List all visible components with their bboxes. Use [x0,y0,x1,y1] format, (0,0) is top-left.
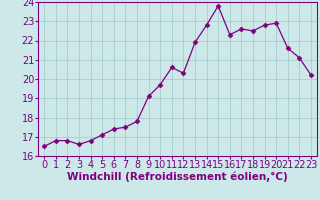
X-axis label: Windchill (Refroidissement éolien,°C): Windchill (Refroidissement éolien,°C) [67,172,288,182]
